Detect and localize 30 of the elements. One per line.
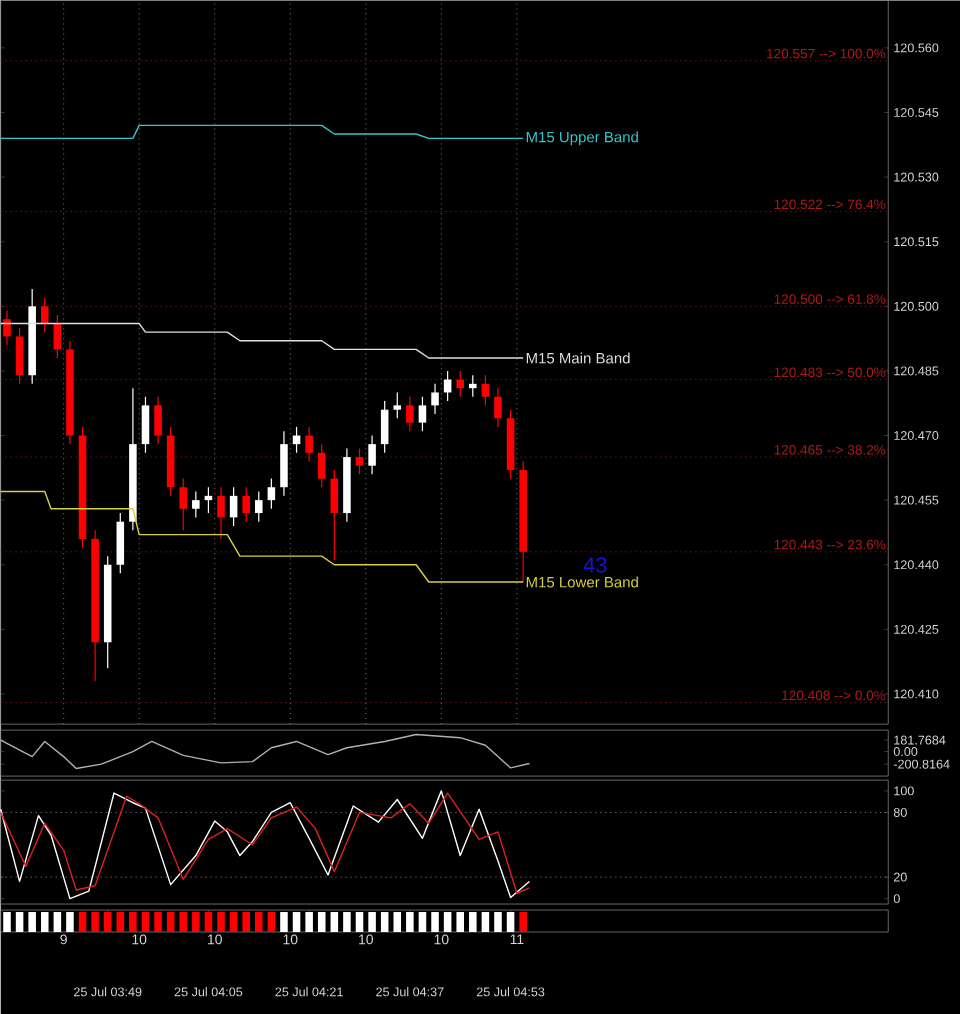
candlestick (154, 396, 162, 445)
candlestick (40, 297, 49, 333)
candlestick (217, 486, 225, 540)
candlestick (355, 447, 364, 475)
candlestick (418, 396, 427, 432)
candlestick (242, 486, 250, 523)
candlestick (481, 374, 490, 406)
candlestick (405, 396, 414, 432)
candlestick (468, 374, 477, 398)
candlestick (53, 314, 62, 359)
candlestick (431, 383, 439, 415)
candlestick (456, 370, 464, 398)
candlestick (305, 426, 313, 462)
candlestick (15, 327, 24, 385)
annotation: 43 (583, 557, 607, 573)
candlestick (191, 490, 200, 518)
candlestick (116, 512, 124, 574)
candlestick (317, 443, 326, 488)
candlestick (494, 387, 502, 428)
candlestick (229, 486, 238, 527)
candlestick (368, 434, 376, 475)
candlestick (179, 478, 187, 531)
candlestick (254, 490, 263, 523)
candlestick (330, 469, 339, 562)
candlestick (280, 430, 288, 497)
candlestick (393, 391, 401, 419)
candlestick (267, 478, 276, 510)
candlestick (380, 400, 389, 454)
candlestick (3, 310, 11, 346)
candlestick (141, 396, 150, 454)
